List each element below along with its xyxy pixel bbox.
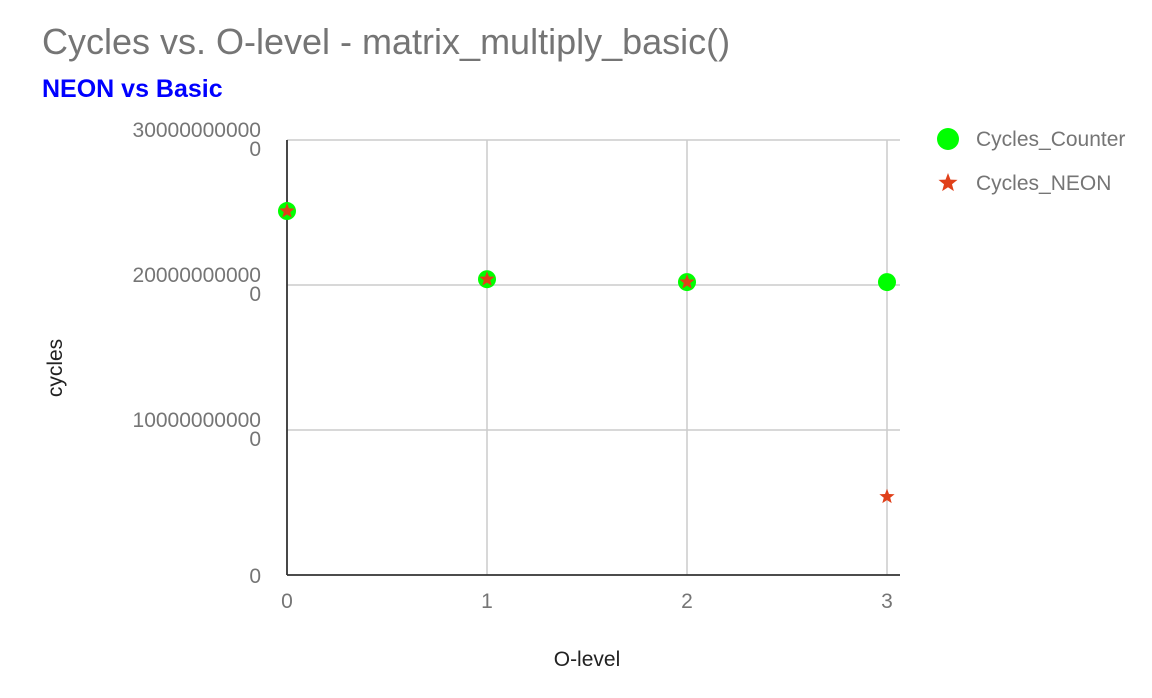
data-point-cycles-neon[interactable] [679,274,695,289]
x-axis-title: O-level [554,648,621,671]
chart-title: Cycles vs. O-level - matrix_multiply_bas… [42,21,730,62]
legend-label-cycles-neon: Cycles_NEON [976,172,1111,195]
data-point-cycles-counter[interactable] [878,273,896,292]
x-tick-label: 0 [281,590,293,613]
y-tick-line: 0 [249,283,261,306]
grid-layer [287,139,900,575]
y-tick-label: 30000000000 0 [133,119,261,161]
x-tick-label: 3 [881,590,893,613]
y-tick-line: 0 [249,428,261,451]
marker-layer [278,202,896,504]
chart-subtitle: NEON vs Basic [42,75,223,103]
data-point-cycles-neon[interactable] [279,203,295,218]
y-tick-line: 20000000000 [133,264,261,287]
legend-marker-cycles-counter [937,128,959,150]
y-tick-label: 20000000000 0 [133,264,261,306]
legend-label-cycles-counter: Cycles_Counter [976,128,1125,151]
y-tick-line: 30000000000 [133,119,261,142]
y-tick-label: 10000000000 0 [133,409,261,451]
y-tick-line: 0 [249,565,261,588]
x-tick-label: 2 [681,590,693,613]
y-tick-label: 0 [249,565,261,588]
y-tick-line: 0 [249,138,261,161]
axis-layer [286,140,900,576]
legend-marker-cycles-neon [938,173,958,192]
data-point-cycles-neon[interactable] [879,488,895,504]
legend: Cycles_Counter Cycles_NEON [937,128,1125,195]
y-tick-line: 10000000000 [133,409,261,432]
y-axis-title: cycles [44,339,67,397]
x-tick-label: 1 [481,590,493,613]
data-point-cycles-neon[interactable] [479,271,495,286]
